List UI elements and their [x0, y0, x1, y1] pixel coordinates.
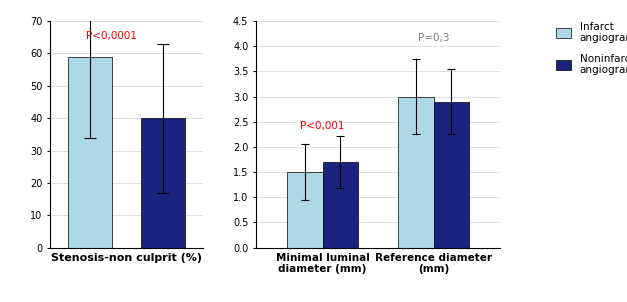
- Legend: Infarct
angiogram, Noninfarct
angiogram: Infarct angiogram, Noninfarct angiogram: [556, 22, 627, 76]
- X-axis label: Stenosis-non culprit (%): Stenosis-non culprit (%): [51, 253, 202, 263]
- Bar: [141, 118, 184, 248]
- Text: P=0,3: P=0,3: [418, 33, 450, 43]
- Bar: [68, 57, 112, 248]
- Text: P<0,001: P<0,001: [300, 121, 345, 131]
- Bar: [398, 97, 433, 248]
- Bar: [323, 162, 358, 248]
- Text: P<0,0001: P<0,0001: [87, 31, 137, 41]
- Bar: [433, 102, 469, 248]
- Bar: [287, 172, 323, 248]
